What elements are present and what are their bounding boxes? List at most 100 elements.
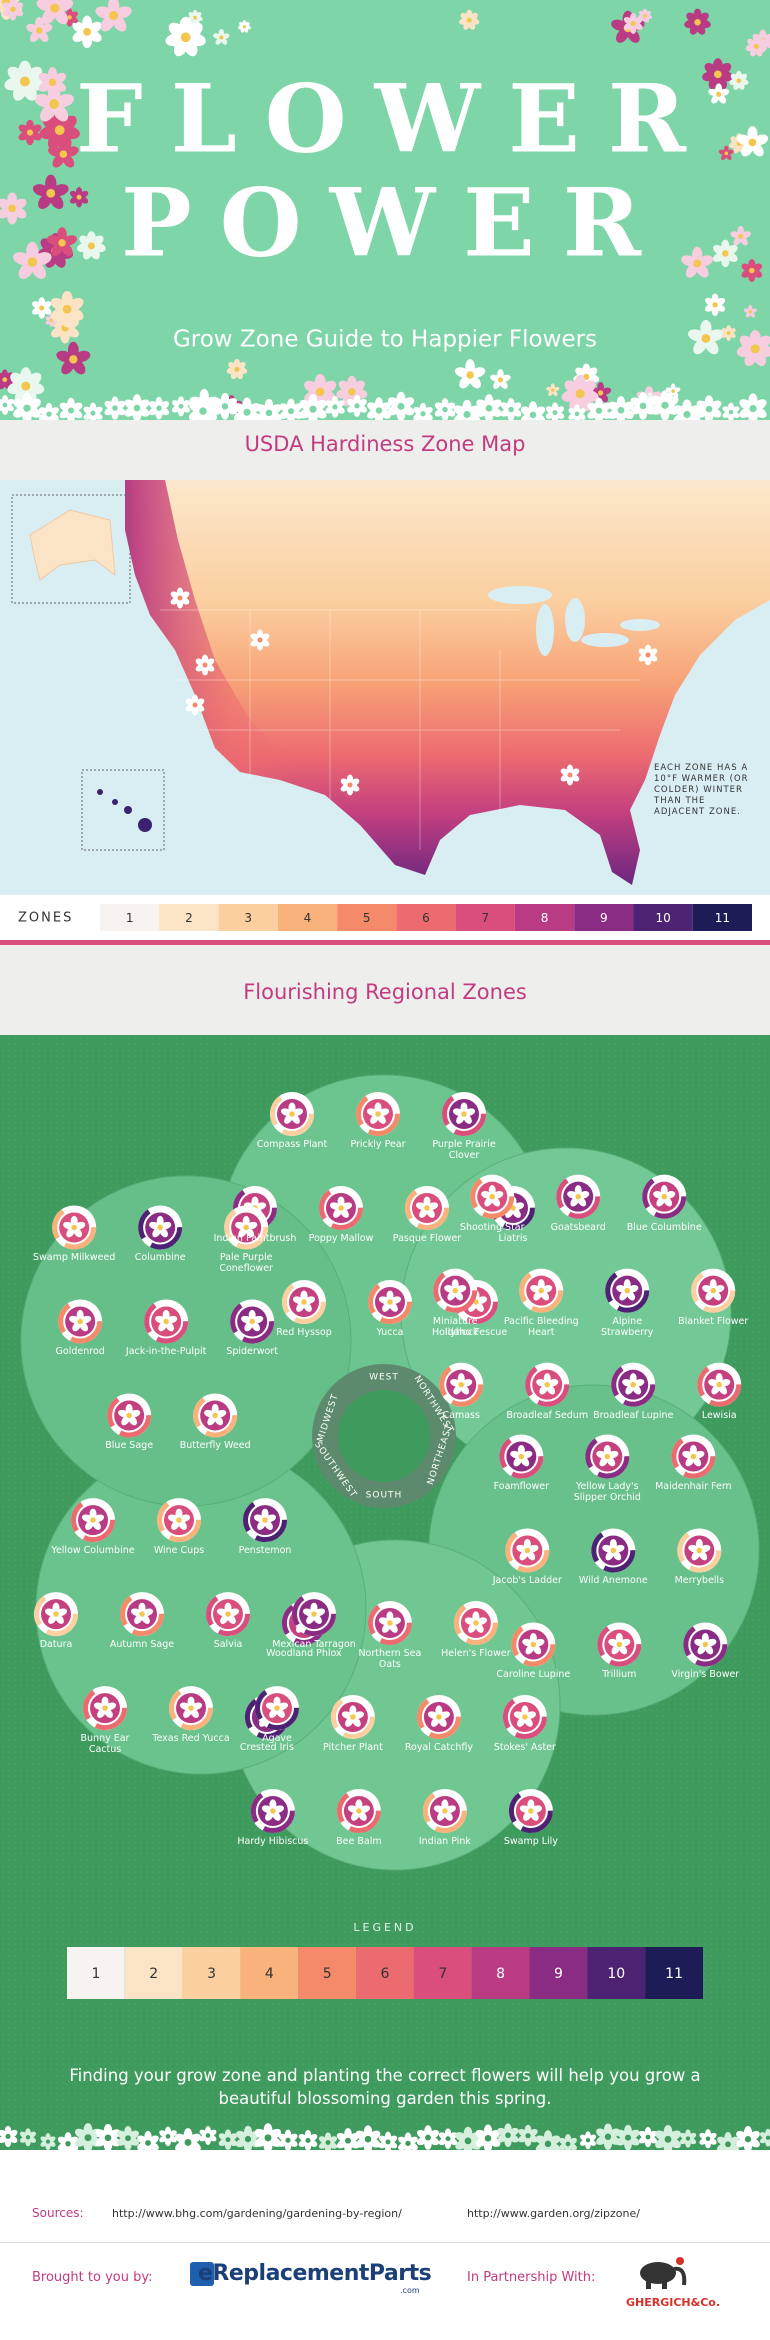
flower-center: [425, 2134, 431, 2141]
petal: [93, 1514, 105, 1522]
flower: [722, 402, 740, 420]
flower: [0, 192, 27, 225]
flower-center: [753, 43, 759, 50]
flower: [736, 126, 769, 157]
petal: [389, 1622, 398, 1633]
petal: [325, 400, 335, 408]
flower: [452, 1102, 476, 1124]
flower-center: [309, 405, 317, 413]
petal: [304, 1296, 316, 1304]
petal: [600, 387, 612, 395]
petal: [93, 1702, 105, 1710]
petal: [0, 0, 7, 4]
petal: [685, 263, 699, 278]
flower: [699, 2129, 717, 2149]
flower: [530, 1279, 553, 1301]
petal: [159, 2130, 168, 2138]
alaska-box: [11, 494, 131, 604]
petal: [564, 380, 581, 395]
petal: [33, 252, 52, 266]
flower: [36, 0, 74, 25]
flower-center: [529, 411, 537, 419]
petal: [611, 19, 628, 31]
flower-ring: [453, 1600, 498, 1645]
flower: [702, 58, 734, 90]
petal: [387, 397, 401, 408]
petal: [358, 1810, 367, 1821]
petal: [130, 1608, 142, 1616]
flower-center: [193, 15, 197, 20]
petal: [606, 1456, 616, 1467]
flower: [567, 1185, 590, 1207]
title-line: FLOWER: [76, 64, 714, 174]
petal: [713, 244, 726, 255]
flower-center: [67, 407, 75, 414]
flower-center: [2, 377, 8, 383]
petal: [540, 1290, 550, 1301]
flower-center: [305, 2137, 311, 2143]
flower: [413, 402, 433, 420]
petal: [40, 104, 56, 122]
petal: [691, 1550, 701, 1561]
flower-ring: [416, 1694, 461, 1739]
petal: [713, 1285, 725, 1293]
flower-center: [109, 11, 119, 21]
petal: [390, 1296, 402, 1304]
petal: [741, 142, 754, 157]
flower-center: [69, 355, 78, 364]
petal: [304, 380, 320, 394]
flower: [19, 2128, 37, 2147]
petal: [250, 633, 260, 641]
flower: [427, 1705, 450, 1727]
flower-ring: [34, 1592, 79, 1637]
flower-ring: [691, 1268, 736, 1313]
petal: [619, 1290, 628, 1301]
flower-center: [243, 408, 251, 416]
petal: [751, 142, 764, 157]
flower: [708, 1373, 731, 1395]
petal: [665, 387, 673, 393]
flower-center: [243, 1224, 249, 1231]
flower: [736, 330, 770, 367]
petal: [29, 30, 41, 43]
flower-center: [724, 151, 729, 156]
petal: [233, 403, 247, 414]
petal: [527, 1544, 539, 1553]
petal: [378, 1296, 390, 1304]
zone-label: 10: [607, 1966, 625, 1982]
flower-center: [265, 409, 273, 417]
flower-ring: [422, 1788, 467, 1833]
flower-center: [544, 2140, 552, 2148]
petal: [292, 1108, 304, 1116]
flower: [608, 396, 634, 420]
flower-center: [544, 1381, 550, 1388]
flower: [104, 396, 126, 420]
petal: [520, 1456, 530, 1467]
petal: [137, 2135, 148, 2145]
flower-ring: [677, 1528, 722, 1573]
petal: [63, 146, 79, 157]
petal: [79, 235, 92, 247]
zone-label: 8: [496, 1966, 505, 1982]
petal: [279, 403, 291, 413]
flower-label: Agave: [262, 1733, 292, 1745]
zone-swatch: [277, 904, 338, 931]
flower-center: [616, 1641, 623, 1648]
petal: [651, 396, 665, 407]
flower: [560, 764, 580, 786]
petal: [704, 338, 719, 355]
petal: [45, 316, 52, 322]
petal: [213, 33, 222, 39]
petal: [531, 1805, 542, 1813]
zone-label: 11: [715, 911, 730, 925]
petal: [18, 261, 34, 279]
petal: [444, 1285, 455, 1293]
flower-center: [736, 78, 742, 84]
petal: [741, 263, 752, 272]
flower-center: [126, 1412, 132, 1419]
petal: [453, 1384, 462, 1395]
flower: [568, 404, 586, 420]
flower-center: [219, 35, 224, 40]
petal: [302, 1608, 314, 1616]
petal: [470, 367, 486, 378]
